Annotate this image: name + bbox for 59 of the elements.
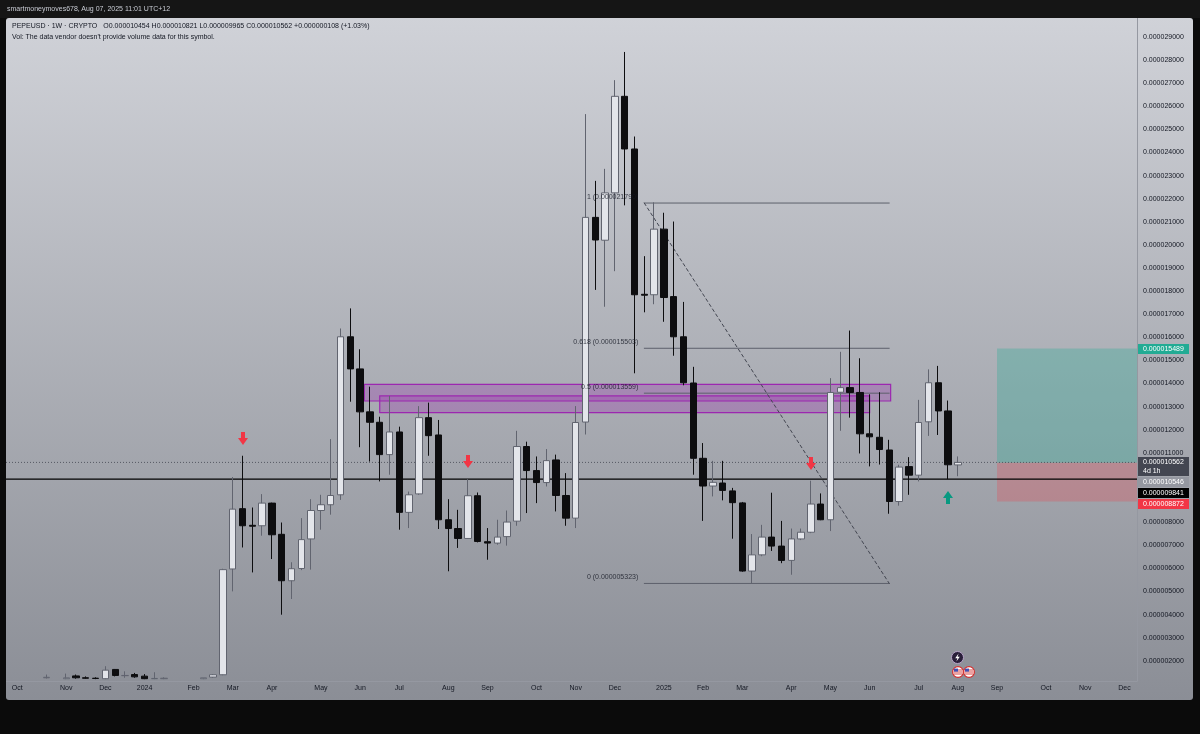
candlestick — [856, 357, 864, 454]
candlestick — [925, 368, 932, 437]
candlestick — [112, 668, 119, 677]
candlestick — [327, 438, 334, 516]
candlestick — [464, 478, 472, 540]
candlestick — [572, 405, 579, 529]
candlestick — [386, 395, 393, 476]
candlestick — [915, 399, 922, 482]
candlestick — [895, 464, 903, 507]
candlestick — [944, 400, 952, 480]
candlestick — [356, 348, 364, 448]
candlestick — [72, 674, 80, 680]
candlestick — [337, 327, 344, 501]
candlestick — [63, 673, 70, 680]
candlestick — [552, 454, 560, 512]
candlestick — [92, 676, 99, 680]
candlestick — [288, 561, 295, 600]
candlestick — [709, 460, 717, 497]
candlestick — [258, 493, 266, 537]
candlestick — [219, 568, 227, 676]
candlestick — [905, 456, 913, 496]
candlestick — [366, 386, 374, 463]
candlestick — [543, 448, 550, 487]
candlestick — [513, 430, 521, 527]
candlestick — [807, 480, 815, 534]
candlestick — [82, 675, 89, 680]
candlestick — [141, 673, 148, 680]
candlestick — [797, 528, 805, 541]
candlestick — [298, 517, 305, 571]
candlestick — [121, 670, 129, 679]
candlestick — [817, 492, 824, 521]
candlestick — [102, 665, 109, 680]
candlestick — [660, 212, 668, 323]
candlestick — [131, 672, 138, 679]
candlestick — [680, 301, 687, 386]
candlestick — [699, 442, 707, 522]
candlestick — [846, 330, 854, 419]
candlestick — [474, 492, 481, 543]
candlestick — [758, 524, 766, 557]
candlestick — [562, 472, 570, 527]
candlestick — [151, 671, 158, 680]
candlestick — [886, 439, 893, 515]
candlestick — [503, 510, 511, 547]
candlestick — [494, 519, 501, 546]
candlestick — [935, 365, 942, 436]
candlestick — [454, 509, 462, 549]
candlestick — [788, 528, 795, 576]
candlestick — [729, 487, 736, 540]
candlestick — [317, 494, 325, 531]
candlestick — [268, 502, 276, 560]
candlestick — [778, 520, 785, 564]
candlestick — [200, 677, 207, 680]
candlestick — [415, 405, 423, 496]
candlestick — [954, 455, 962, 477]
candlestick — [405, 491, 413, 529]
candlestick — [209, 673, 217, 679]
candlestick — [739, 501, 746, 573]
candlestick — [307, 498, 315, 571]
candlestick — [229, 476, 236, 592]
